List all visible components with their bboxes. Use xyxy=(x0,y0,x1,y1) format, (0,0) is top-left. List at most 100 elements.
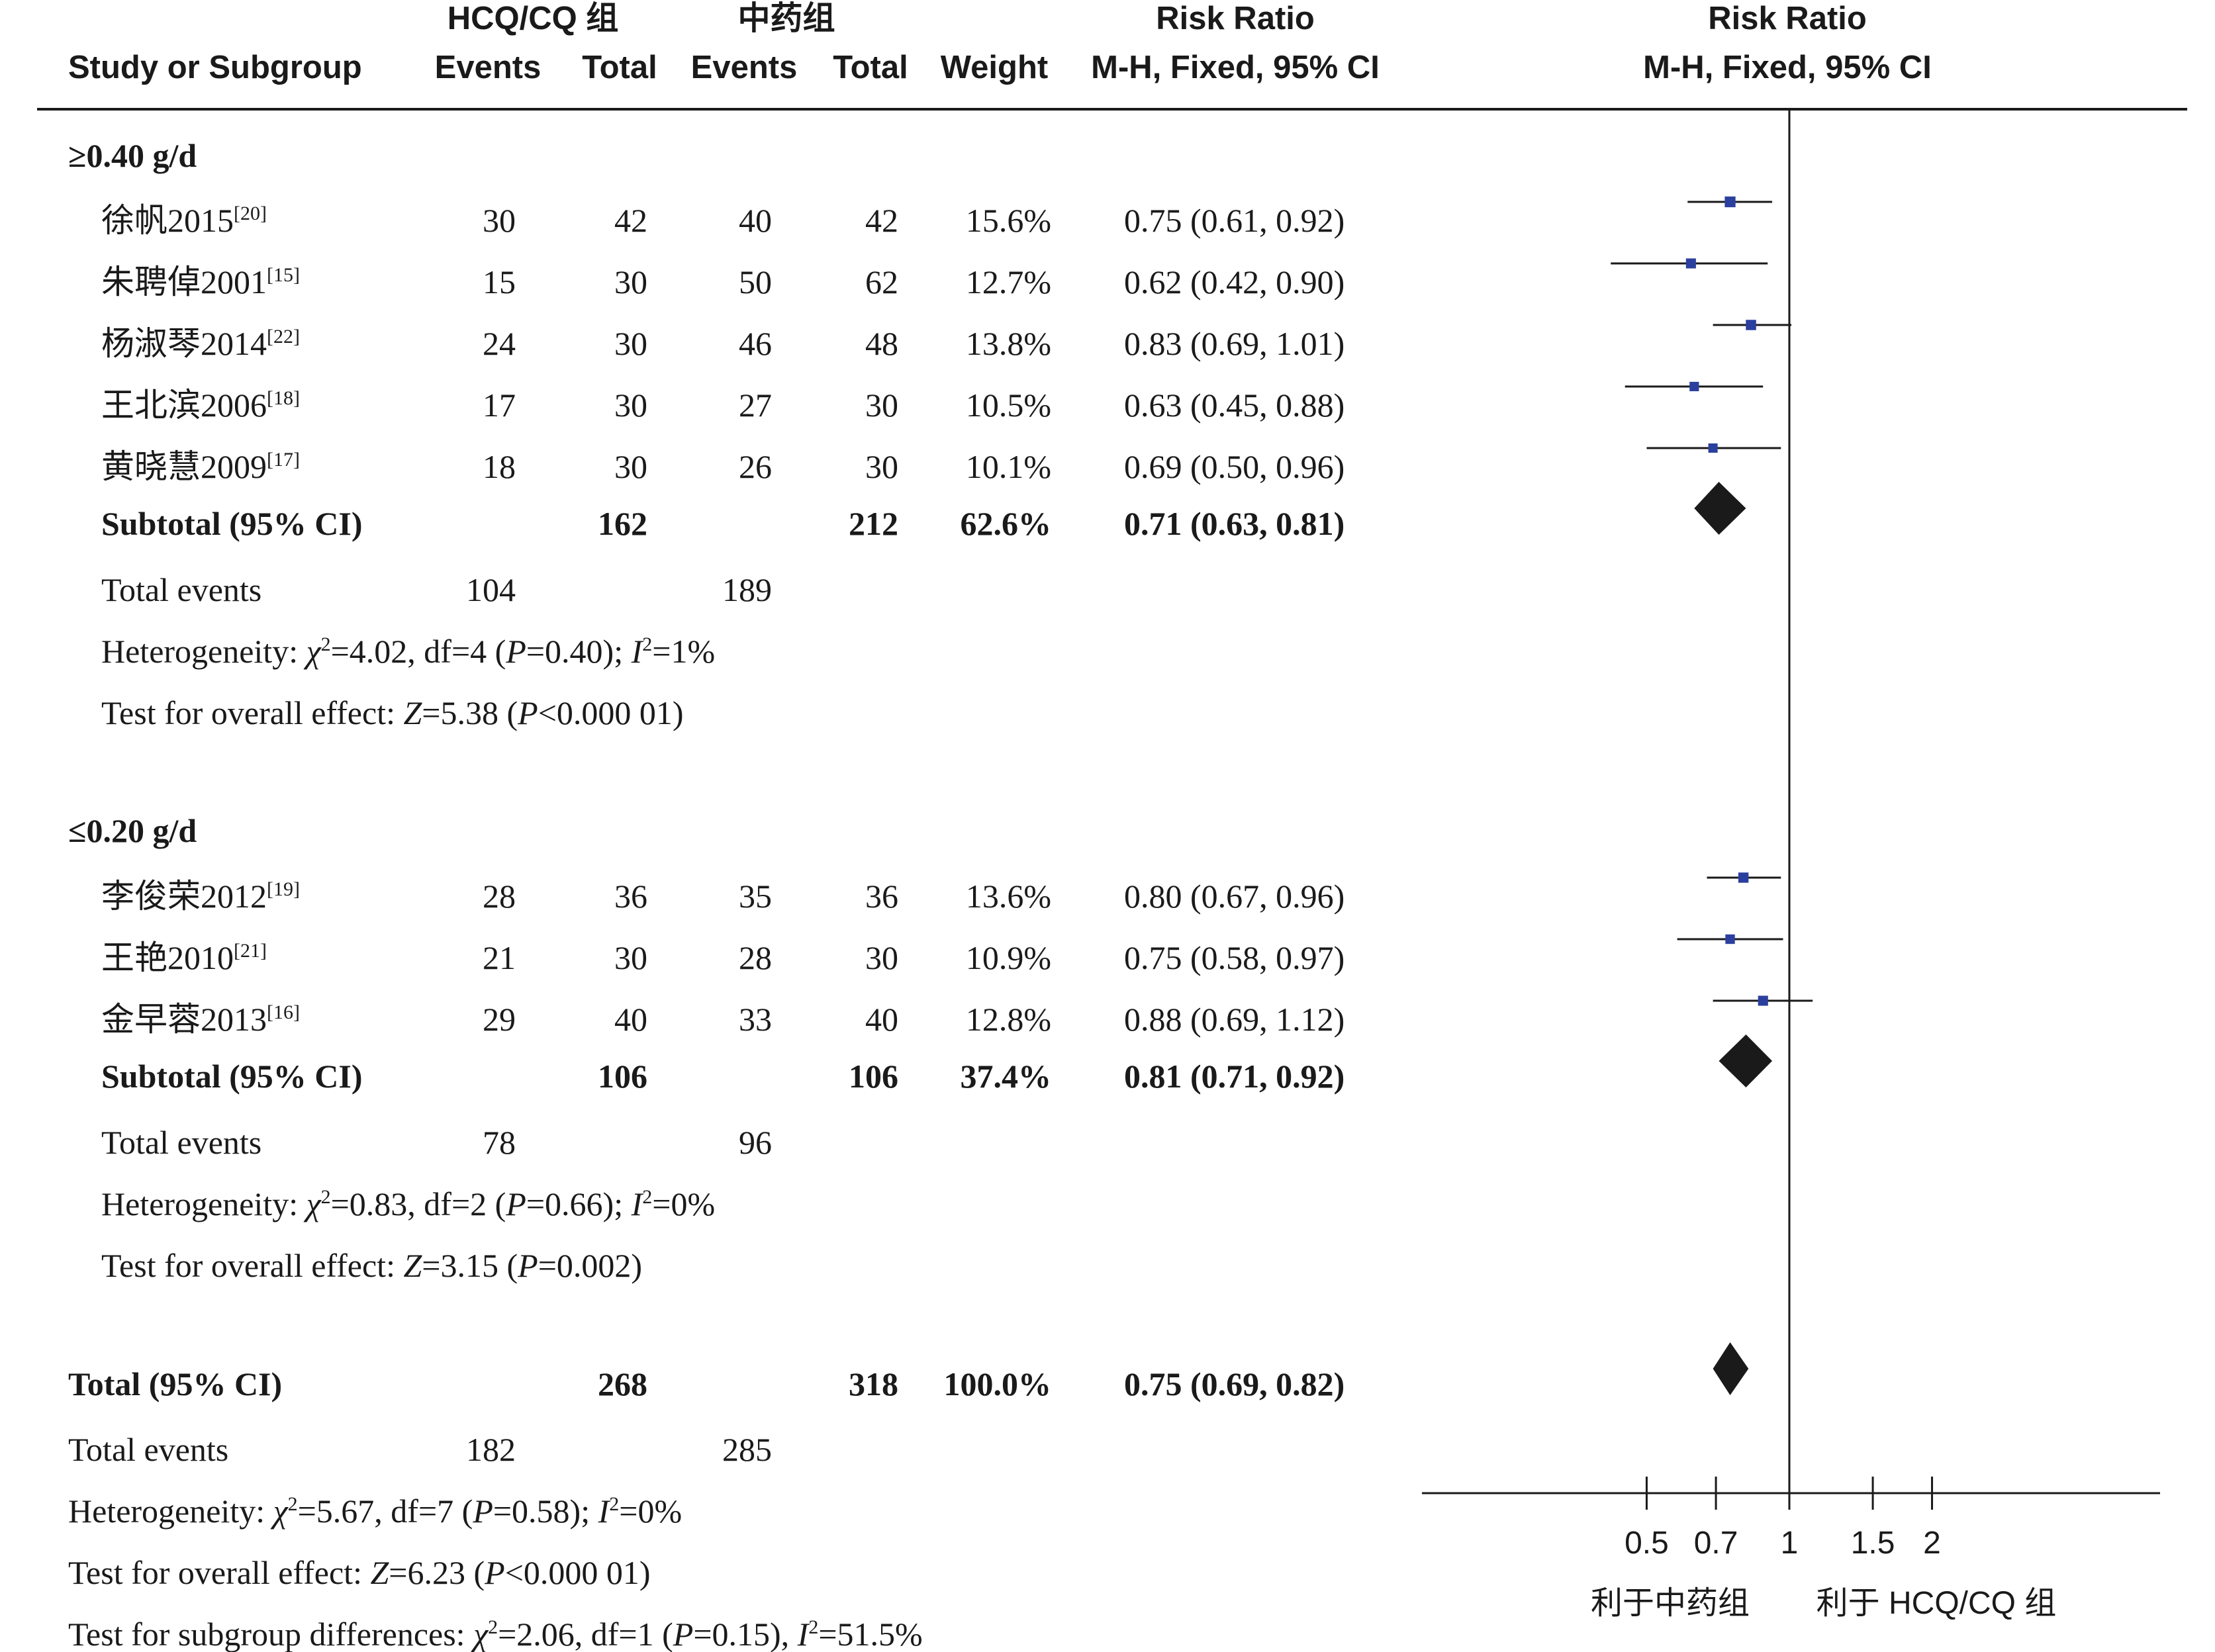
events2-cell: 50 xyxy=(739,263,772,300)
point-estimate xyxy=(1689,381,1699,392)
total-events-label: Total events xyxy=(101,1124,261,1161)
total2-cell: 36 xyxy=(865,878,898,915)
study-ref: [20] xyxy=(234,203,267,224)
total2-cell: 62 xyxy=(865,263,898,300)
table-row: 金早蓉2013[16] 29 40 33 40 12.8% 0.88 (0.69… xyxy=(101,1001,1344,1038)
table-row: 朱聘倬2001[15] 15 30 50 62 12.7% 0.62 (0.42… xyxy=(101,263,1344,300)
point-estimate xyxy=(1708,443,1718,453)
point-estimate xyxy=(1725,934,1735,944)
weight-cell: 15.6% xyxy=(966,202,1051,239)
group2-header: 中药组 xyxy=(737,1,835,36)
point-estimate xyxy=(1746,320,1756,330)
svg-text:王艳2010[21]: 王艳2010[21] xyxy=(101,939,267,976)
summary-diamond xyxy=(1719,1034,1773,1087)
x-tick-label: 2 xyxy=(1923,1526,1941,1561)
events1-cell: 18 xyxy=(483,448,516,485)
events2-cell: 26 xyxy=(739,448,772,485)
ci-cell: 0.62 (0.42, 0.90) xyxy=(1124,263,1344,300)
favours-right-label: 利于 HCQ/CQ 组 xyxy=(1816,1586,2057,1621)
total-events2: 189 xyxy=(722,571,772,608)
total1-header: Total xyxy=(582,50,657,85)
x-tick-label: 1.5 xyxy=(1851,1526,1895,1561)
ci-cell: 0.75 (0.58, 0.97) xyxy=(1124,939,1344,976)
total2-cell: 42 xyxy=(865,202,898,239)
total2-cell: 30 xyxy=(865,939,898,976)
subtotal-weight: 37.4% xyxy=(961,1058,1052,1095)
subtotal-ci: 0.71 (0.63, 0.81) xyxy=(1124,505,1344,542)
table-row: 王北滨2006[18] 17 30 27 30 10.5% 0.63 (0.45… xyxy=(101,387,1344,424)
weight-cell: 12.7% xyxy=(966,263,1051,300)
study-name: 杨淑琴2014 xyxy=(101,325,267,362)
plot-area: 0.5 0.7 1 1.5 2 xyxy=(1422,109,2160,1561)
total1-cell: 36 xyxy=(614,878,647,915)
total-events-row: Total events 182 285 xyxy=(68,1431,772,1468)
study-ref: [17] xyxy=(267,449,300,471)
x-tick-label: 0.5 xyxy=(1625,1526,1669,1561)
total-events1: 78 xyxy=(483,1124,516,1161)
study-name: 王艳2010 xyxy=(101,939,234,976)
table-row: 杨淑琴2014[22] 24 30 46 48 13.8% 0.83 (0.69… xyxy=(101,325,1344,362)
events2-cell: 40 xyxy=(739,202,772,239)
total1-cell: 30 xyxy=(614,263,647,300)
study-name: 王北滨2006 xyxy=(101,387,267,424)
heterogeneity-text: Heterogeneity: χ2=5.67, df=7 (P=0.58); I… xyxy=(68,1492,682,1530)
ci-cell: 0.88 (0.69, 1.12) xyxy=(1124,1001,1344,1038)
total-total2: 318 xyxy=(849,1365,898,1402)
subgroup-title: ≤0.20 g/d xyxy=(68,812,197,849)
total-events2: 96 xyxy=(739,1124,772,1161)
study-name: 黄晓慧2009 xyxy=(101,448,267,485)
subtotal-label: Subtotal (95% CI) xyxy=(101,505,362,542)
subtotal-total2: 212 xyxy=(849,505,898,542)
events2-cell: 46 xyxy=(739,325,772,362)
total1-cell: 30 xyxy=(614,939,647,976)
total2-cell: 30 xyxy=(865,448,898,485)
svg-text:徐帆2015[20]: 徐帆2015[20] xyxy=(101,202,267,239)
total-total1: 268 xyxy=(598,1365,647,1402)
events1-cell: 29 xyxy=(483,1001,516,1038)
weight-cell: 10.5% xyxy=(966,387,1051,424)
rr-method-header: M-H, Fixed, 95% CI xyxy=(1091,50,1380,85)
subtotal-total2: 106 xyxy=(849,1058,898,1095)
weight-cell: 12.8% xyxy=(966,1001,1051,1038)
events2-cell: 35 xyxy=(739,878,772,915)
svg-text:李俊荣2012[19]: 李俊荣2012[19] xyxy=(101,878,300,915)
events2-cell: 33 xyxy=(739,1001,772,1038)
favours-left-label: 利于中药组 xyxy=(1591,1586,1750,1621)
point-estimate xyxy=(1738,872,1749,883)
study-name: 李俊荣2012 xyxy=(101,878,267,915)
total2-header: Total xyxy=(833,50,908,85)
study-ref: [21] xyxy=(234,940,267,962)
ci-cell: 0.69 (0.50, 0.96) xyxy=(1124,448,1344,485)
subgroup-title: ≥0.40 g/d xyxy=(68,137,197,174)
weight-cell: 13.6% xyxy=(966,878,1051,915)
weight-cell: 10.9% xyxy=(966,939,1051,976)
subtotal-row: Subtotal (95% CI) 162 212 62.6% 0.71 (0.… xyxy=(101,505,1344,542)
events1-cell: 24 xyxy=(483,325,516,362)
group1-header: HCQ/CQ 组 xyxy=(448,1,619,36)
total-weight: 100.0% xyxy=(944,1365,1052,1402)
events1-cell: 17 xyxy=(483,387,516,424)
study-ref: [18] xyxy=(267,387,300,409)
overall-effect-text: Test for overall effect: Z=5.38 (P<0.000… xyxy=(101,694,684,731)
total2-cell: 30 xyxy=(865,387,898,424)
subgroup-differences-text: Test for subgroup differences: χ2=2.06, … xyxy=(68,1616,923,1652)
summary-diamond xyxy=(1713,1342,1749,1395)
svg-text:朱聘倬2001[15]: 朱聘倬2001[15] xyxy=(101,263,300,300)
events2-cell: 27 xyxy=(739,387,772,424)
point-estimate xyxy=(1724,196,1736,208)
total-events1: 104 xyxy=(466,571,516,608)
events2-cell: 28 xyxy=(739,939,772,976)
total1-cell: 30 xyxy=(614,325,647,362)
events2-header: Events xyxy=(691,50,798,85)
rr-plot-method-header: M-H, Fixed, 95% CI xyxy=(1643,50,1932,85)
study-name: 朱聘倬2001 xyxy=(101,263,267,300)
svg-text:王北滨2006[18]: 王北滨2006[18] xyxy=(101,387,300,424)
total-events-row: Total events 78 96 xyxy=(101,1124,772,1161)
weight-cell: 13.8% xyxy=(966,325,1051,362)
subtotal-weight: 62.6% xyxy=(961,505,1052,542)
subtotal-ci: 0.81 (0.71, 0.92) xyxy=(1124,1058,1344,1095)
subtotal-total1: 162 xyxy=(598,505,647,542)
summary-diamond xyxy=(1694,482,1746,535)
events1-cell: 21 xyxy=(483,939,516,976)
ci-cell: 0.75 (0.61, 0.92) xyxy=(1124,202,1344,239)
